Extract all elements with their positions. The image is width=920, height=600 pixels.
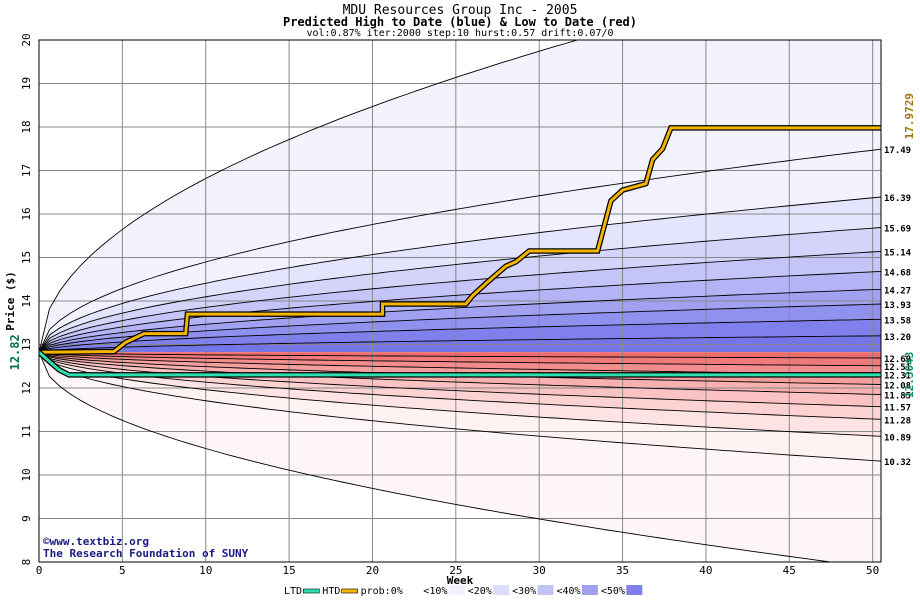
series-line-htd <box>39 126 881 354</box>
legend-label: LTD <box>284 586 302 597</box>
y-tick-label: 17 <box>20 164 33 177</box>
y-tick-label: 12 <box>20 381 33 394</box>
x-tick-label: 50 <box>866 564 879 577</box>
band-boundary-line <box>39 351 881 437</box>
legend-swatch <box>537 585 554 595</box>
band-value-label: 16.39 <box>884 194 911 204</box>
x-tick-label: 35 <box>616 564 629 577</box>
series-end-label-htd: 17.9729 <box>903 93 916 139</box>
band-value-label: 12.69 <box>884 355 911 365</box>
x-axis-label: Week <box>447 574 474 587</box>
y-tick-label: 19 <box>20 77 33 90</box>
band-boundary-line <box>39 318 881 353</box>
y-tick-label: 11 <box>20 425 33 438</box>
x-tick-label: 30 <box>533 564 546 577</box>
y-tick-label: 15 <box>20 251 33 264</box>
band-value-label: 15.69 <box>884 224 911 234</box>
plot-frame <box>38 39 882 563</box>
legend-swatch <box>581 585 598 595</box>
x-tick-label: 0 <box>36 564 43 577</box>
band-value-label: 14.27 <box>884 286 911 296</box>
band-boundary-line <box>39 335 881 353</box>
x-tick-label: 45 <box>783 564 796 577</box>
band-boundary-line <box>39 351 881 359</box>
legend-label: <30% <box>512 586 536 597</box>
band-boundary-line <box>39 148 881 353</box>
y-tick-label: 16 <box>20 207 33 220</box>
watermark-url: ©www.textbiz.org <box>43 535 149 548</box>
band-boundary-line <box>39 352 881 462</box>
band-boundary-line <box>39 351 881 367</box>
y-axis-label: Price ($) <box>4 271 17 331</box>
band-value-label: 13.58 <box>884 316 911 326</box>
band-value-label: 12.31 <box>884 372 911 382</box>
band-value-label: 13.20 <box>884 333 911 343</box>
low-band-9 <box>39 352 881 358</box>
band-value-label: 11.85 <box>884 392 911 402</box>
band-boundary-line <box>39 351 881 395</box>
chart-subtitle: Predicted High to Date (blue) & Low to D… <box>282 15 637 29</box>
y-tick-label: 10 <box>20 468 33 481</box>
legend-label: prob:0% <box>361 586 403 597</box>
start-price-label: 12.82 <box>8 334 22 370</box>
band-value-label: 13.93 <box>884 301 911 311</box>
x-tick-label: 40 <box>699 564 712 577</box>
legend-label: <20% <box>468 586 492 597</box>
band-value-label: 12.51 <box>884 363 911 373</box>
band-value-label: 10.32 <box>884 458 911 468</box>
y-tick-label: 9 <box>20 515 33 522</box>
band-value-label: 12.08 <box>884 382 911 392</box>
legend-label: <40% <box>557 586 581 597</box>
x-tick-label: 25 <box>449 564 462 577</box>
band-boundary-line <box>39 227 881 353</box>
band-boundary-line <box>39 196 881 353</box>
legend-label: HTD <box>322 586 340 597</box>
watermark-org: The Research Foundation of SUNY <box>43 547 249 560</box>
band-value-label: 10.89 <box>884 433 911 443</box>
band-boundary-line <box>39 288 881 353</box>
series-end-label-ltd: 12.3043 <box>903 352 916 398</box>
x-tick-label: 10 <box>199 564 212 577</box>
y-tick-label: 20 <box>20 33 33 46</box>
band-value-label: 14.68 <box>884 268 911 278</box>
x-tick-label: 15 <box>282 564 295 577</box>
y-tick-label: 14 <box>20 294 33 308</box>
band-value-label: 11.28 <box>884 416 911 426</box>
legend-swatch <box>341 588 358 594</box>
legend-swatch <box>404 585 421 595</box>
band-boundary-line <box>39 352 835 562</box>
y-tick-label: 18 <box>20 120 33 133</box>
x-tick-label: 5 <box>119 564 126 577</box>
band-boundary-line <box>39 270 881 353</box>
band-boundary-line <box>39 250 881 353</box>
legend-label: <10% <box>423 586 447 597</box>
series-line-ltd <box>39 351 881 377</box>
y-tick-label: 8 <box>20 559 33 566</box>
x-tick-label: 20 <box>366 564 379 577</box>
band-value-label: 15.14 <box>884 248 912 258</box>
legend-swatch <box>493 585 510 595</box>
band-value-label: 11.57 <box>884 404 911 414</box>
chart-title: MDU Resources Group Inc - 2005 <box>342 3 578 18</box>
chart-params: vol:0.87% iter:2000 step:10 hurst:0.57 d… <box>306 28 614 39</box>
band-value-label: 17.49 <box>884 146 911 156</box>
legend-swatch <box>448 585 465 595</box>
legend-label: <50% <box>601 586 625 597</box>
band-boundary-line <box>39 40 579 353</box>
band-boundary-line <box>39 351 881 420</box>
legend-swatch <box>626 585 643 595</box>
legend-swatch <box>302 588 320 594</box>
y-tick-label: 13 <box>20 338 33 351</box>
